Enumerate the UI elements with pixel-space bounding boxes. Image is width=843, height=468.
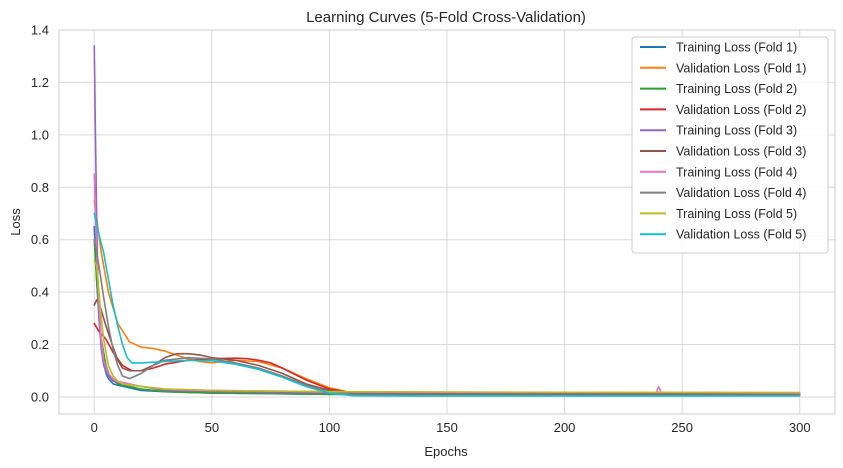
x-tick-label: 100 xyxy=(319,420,341,435)
chart-title: Learning Curves (5-Fold Cross-Validation… xyxy=(306,9,586,26)
series-group xyxy=(93,44,801,397)
legend-label: Training Loss (Fold 1) xyxy=(676,41,797,55)
legend-label: Training Loss (Fold 5) xyxy=(676,207,797,221)
legend-label: Validation Loss (Fold 3) xyxy=(676,145,806,159)
legend-label: Training Loss (Fold 2) xyxy=(676,82,797,96)
x-tick-label: 300 xyxy=(789,420,811,435)
series-line-training-loss-fold-5 xyxy=(93,259,801,394)
y-axis-label: Loss xyxy=(8,208,23,236)
legend-box xyxy=(631,36,829,254)
legend-label: Validation Loss (Fold 1) xyxy=(676,61,806,75)
legend-label: Validation Loss (Fold 2) xyxy=(676,103,806,117)
series-line-validation-loss-fold-5 xyxy=(93,212,801,397)
x-tick-label: 0 xyxy=(91,420,98,435)
series-line-validation-loss-fold-3 xyxy=(93,299,801,396)
x-tick-label: 150 xyxy=(436,420,458,435)
legend: Training Loss (Fold 1) Validation Loss (F… xyxy=(631,36,829,254)
y-tick-label: 0.0 xyxy=(31,389,49,404)
y-tick-label: 1.2 xyxy=(31,75,49,90)
y-tick-label: 1.0 xyxy=(31,127,49,142)
y-tick-label: 0.6 xyxy=(31,232,49,247)
x-tick-label: 50 xyxy=(205,420,219,435)
x-tick-label: 200 xyxy=(554,420,576,435)
series-line-validation-loss-fold-4 xyxy=(93,238,801,396)
legend-label: Validation Loss (Fold 5) xyxy=(676,228,806,242)
x-tick-label: 250 xyxy=(671,420,693,435)
legend-label: Training Loss (Fold 4) xyxy=(676,165,797,179)
x-axis-label: Epochs xyxy=(424,444,468,459)
y-tick-label: 0.4 xyxy=(31,285,49,300)
y-tick-label: 1.4 xyxy=(31,23,49,38)
y-tick-label: 0.2 xyxy=(31,337,49,352)
legend-label: Training Loss (Fold 3) xyxy=(676,124,797,138)
y-tick-label: 0.8 xyxy=(31,180,49,195)
legend-label: Validation Loss (Fold 4) xyxy=(676,186,806,200)
plot-frame xyxy=(58,29,836,415)
